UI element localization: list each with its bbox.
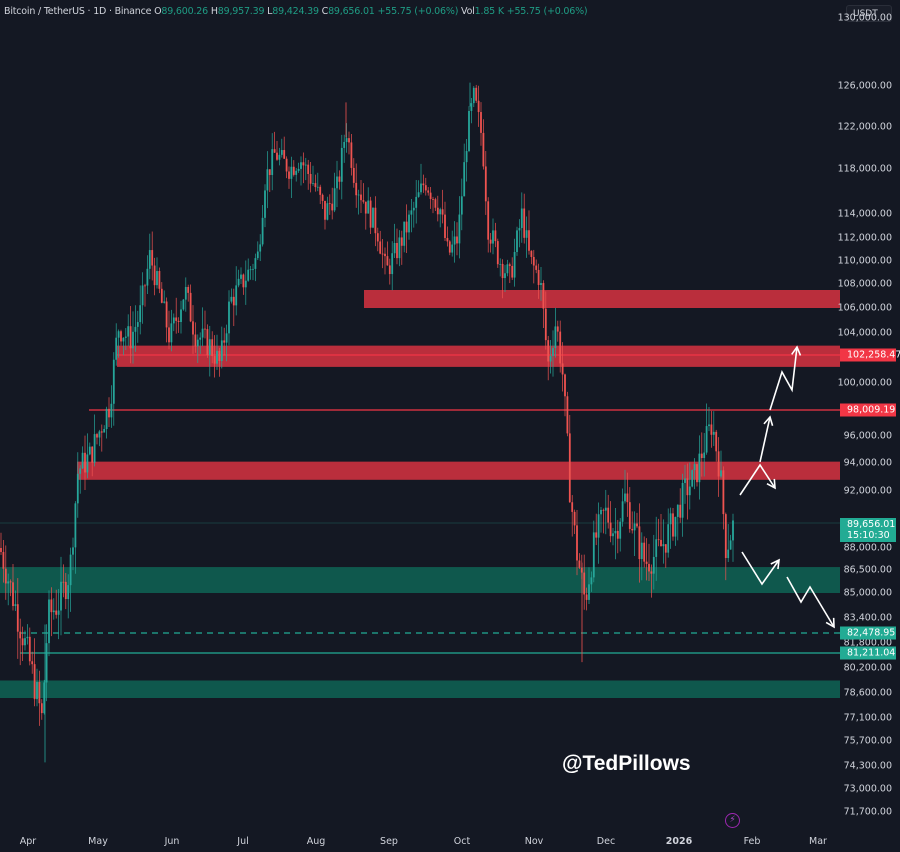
price-tag: 89,656.01 15:10:30 <box>840 518 896 542</box>
time-tick-label: Sep <box>380 836 398 847</box>
time-tick-label: May <box>88 836 108 847</box>
watermark: @TedPillows <box>562 752 691 775</box>
zones-layer <box>0 290 840 698</box>
price-tick-label: 73,000.00 <box>843 783 892 795</box>
lightning-icon[interactable]: ⚡ <box>725 813 740 828</box>
change-value: +55.75 (+0.06%) <box>377 6 459 17</box>
price-tick-label: 71,700.00 <box>843 806 892 818</box>
price-tick-label: 94,000.00 <box>843 457 892 469</box>
price-tick-label: 96,000.00 <box>843 430 892 442</box>
time-tick-label: Jul <box>237 836 249 847</box>
price-tick-label: 78,600.00 <box>843 687 892 699</box>
price-tick-label: 110,000.00 <box>837 255 892 267</box>
price-tag: 102,258.47 <box>840 348 900 362</box>
price-tick-label: 106,000.00 <box>837 302 892 314</box>
high-value: 89,957.39 <box>217 6 265 17</box>
close-value: 89,656.01 <box>328 6 375 17</box>
currency-button[interactable]: USDT <box>846 5 892 22</box>
price-tick-label: 75,700.00 <box>843 735 892 747</box>
symbol-legend: Bitcoin / TetherUS · 1D · Binance O89,60… <box>4 6 588 17</box>
time-tick-label: Nov <box>524 836 544 847</box>
price-tick-label: 81,800.00 <box>843 637 892 649</box>
price-tick-label: 80,200.00 <box>843 662 892 674</box>
price-tick-label: 74,300.00 <box>843 760 892 772</box>
price-tick-label: 122,000.00 <box>837 121 892 133</box>
price-tick-label: 104,000.00 <box>837 327 892 339</box>
projection-arrows-layer <box>739 345 835 629</box>
price-tag: 82,478.95 <box>840 626 896 640</box>
price-tick-label: 83,400.00 <box>843 612 892 624</box>
candles-layer <box>0 82 734 763</box>
price-tag: 81,211.04 <box>840 646 896 660</box>
price-tick-label: 114,000.00 <box>837 208 892 220</box>
time-tick-label: 2026 <box>665 836 693 847</box>
time-tick-label: Apr <box>19 836 37 847</box>
time-tick-label: Oct <box>453 836 471 847</box>
price-tick-label: 126,000.00 <box>837 80 892 92</box>
price-tick-label: 130,000.00 <box>837 12 892 24</box>
price-tick-label: 100,000.00 <box>837 377 892 389</box>
symbol-name[interactable]: Bitcoin / TetherUS · 1D · Binance <box>4 6 152 17</box>
time-tick-label: Feb <box>743 836 761 847</box>
price-tick-label: 77,100.00 <box>843 712 892 724</box>
time-tick-label: Jun <box>164 836 180 847</box>
volume-change-value: +55.75 (+0.06%) <box>506 6 588 17</box>
open-value: 89,600.26 <box>161 6 208 17</box>
price-tick-label: 112,000.00 <box>837 232 892 244</box>
price-tick-label: 88,000.00 <box>843 542 892 554</box>
time-tick-label: Mar <box>809 836 827 847</box>
low-value: 89,424.39 <box>272 6 319 17</box>
price-tag: 98,009.19 <box>840 403 896 417</box>
price-tick-label: 86,500.00 <box>843 564 892 576</box>
price-tick-label: 92,000.00 <box>843 485 892 497</box>
time-tick-label: Dec <box>596 836 616 847</box>
price-tick-label: 85,000.00 <box>843 587 892 599</box>
horizontal-lines-layer <box>0 354 840 654</box>
time-tick-label: Aug <box>306 836 326 847</box>
price-tick-label: 118,000.00 <box>837 163 892 175</box>
volume-value: 1.85 K <box>474 6 504 17</box>
price-tick-label: 108,000.00 <box>837 278 892 290</box>
